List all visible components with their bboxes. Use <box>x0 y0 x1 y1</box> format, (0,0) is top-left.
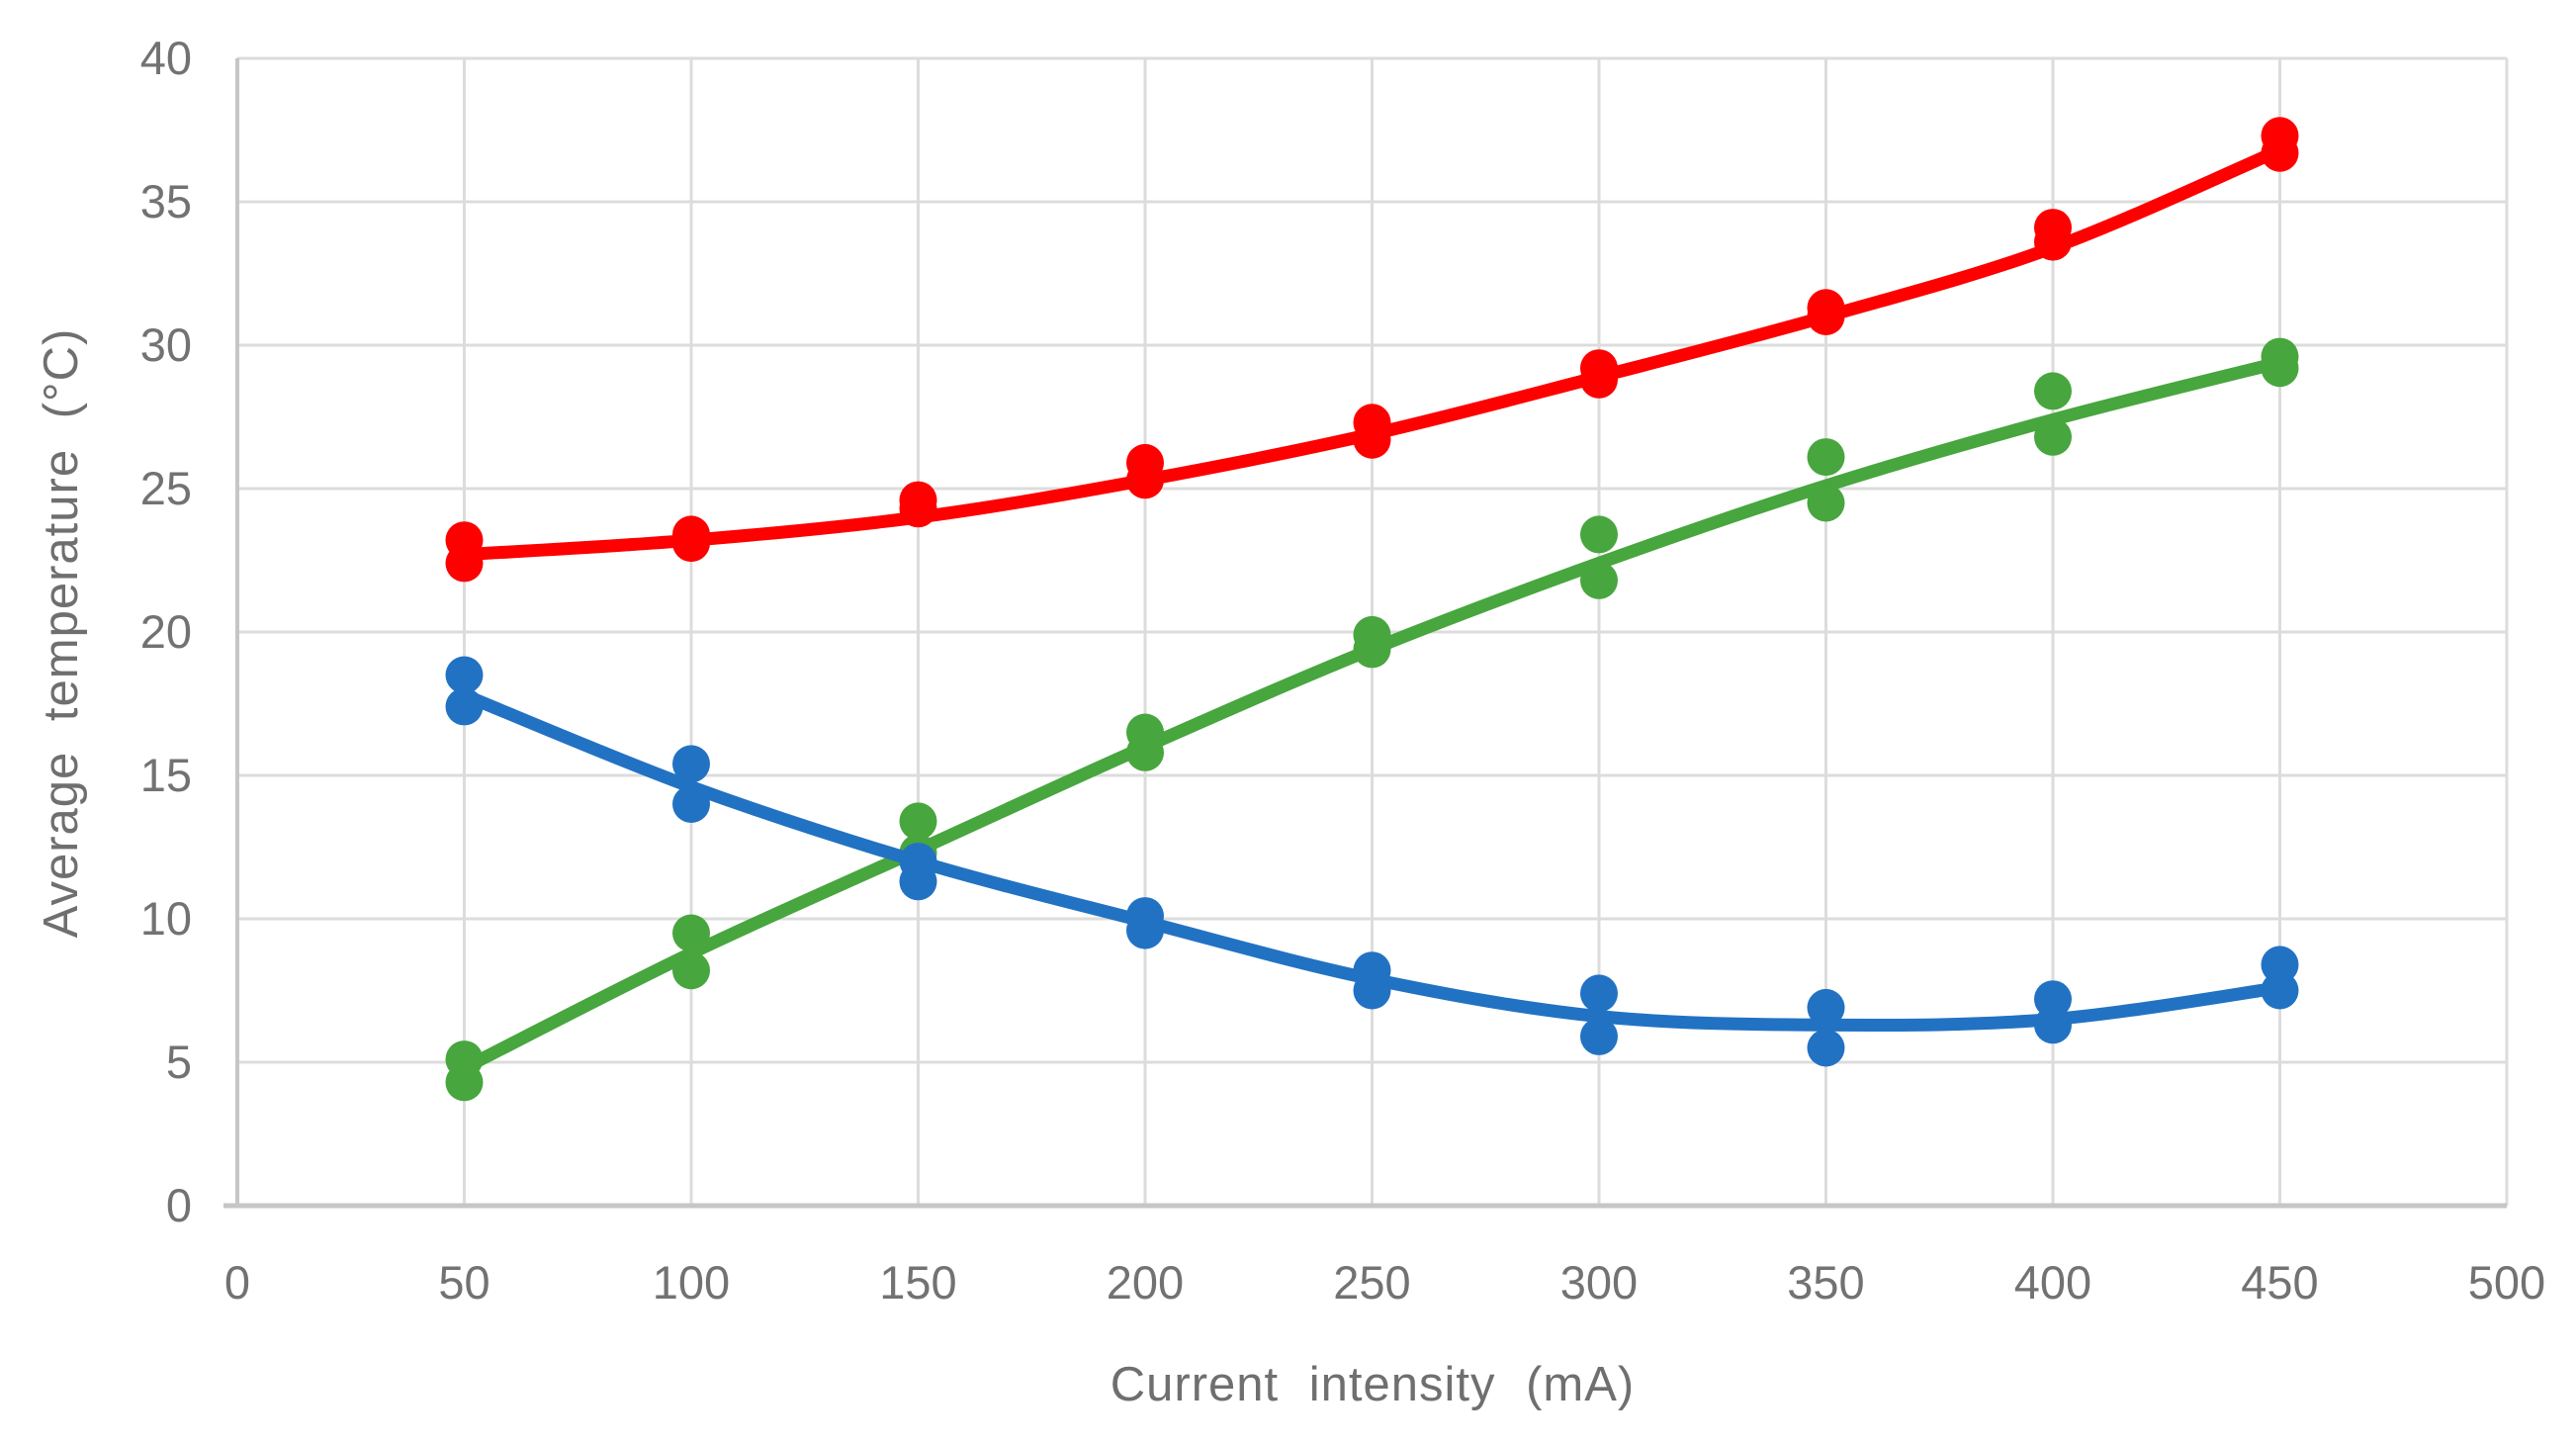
green-series-data-point <box>672 914 710 952</box>
blue-series-data-point <box>1807 988 1845 1027</box>
y-tick-label: 5 <box>166 1036 192 1088</box>
red-series-data-point <box>1807 298 1845 335</box>
green-series-data-point <box>2261 349 2299 388</box>
x-tick-label: 400 <box>2014 1256 2091 1309</box>
y-tick-label: 15 <box>140 749 192 801</box>
x-tick-label: 150 <box>879 1256 956 1309</box>
red-series-data-point <box>899 490 937 528</box>
blue-series-data-point <box>445 687 484 726</box>
y-tick-label: 10 <box>140 892 192 945</box>
blue-series-data-point <box>1580 974 1618 1013</box>
blue-series-data-point <box>672 745 710 783</box>
y-tick-label: 20 <box>140 605 192 658</box>
blue-series-data-point <box>2034 1006 2072 1044</box>
red-series-data-point <box>2261 134 2299 172</box>
blue-series-data-point <box>2034 980 2072 1019</box>
x-tick-label: 50 <box>438 1256 489 1309</box>
green-series-data-point <box>1126 733 1164 771</box>
x-axis-title: Current intensity (mA) <box>1110 1358 1636 1411</box>
y-tick-label: 25 <box>140 462 192 514</box>
red-series-data-point <box>1126 461 1164 499</box>
x-tick-label: 300 <box>1560 1256 1638 1309</box>
red-series-data-point <box>2034 223 2072 261</box>
blue-series-data-point <box>1807 1029 1845 1067</box>
blue-series-data-point <box>2261 971 2299 1010</box>
green-series-data-point <box>2034 372 2072 410</box>
green-series-data-point <box>1580 561 1618 599</box>
y-tick-label: 30 <box>140 318 192 371</box>
blue-series-data-point <box>2261 946 2299 984</box>
y-axis-title: Average temperature (°C) <box>35 327 88 939</box>
x-tick-label: 450 <box>2241 1256 2318 1309</box>
blue-series-data-point <box>1580 1017 1618 1055</box>
blue-series-data-point <box>672 785 710 823</box>
x-tick-label: 250 <box>1333 1256 1410 1309</box>
green-series-data-point <box>899 802 937 841</box>
y-tick-label: 40 <box>140 32 192 84</box>
x-tick-label: 100 <box>653 1256 730 1309</box>
red-series-data-point <box>672 524 710 563</box>
x-tick-label: 350 <box>1787 1256 1864 1309</box>
red-series-data-point <box>445 544 484 583</box>
red-series-data-point <box>1580 360 1618 399</box>
green-series-data-point <box>1353 630 1391 669</box>
blue-series-data-point <box>1353 971 1391 1010</box>
green-series-data-point <box>1807 438 1845 477</box>
green-series-data-point <box>2034 417 2072 456</box>
green-series-data-point <box>1580 515 1618 554</box>
blue-series-data-point <box>899 862 937 901</box>
x-tick-label: 200 <box>1107 1256 1184 1309</box>
x-tick-label: 500 <box>2468 1256 2545 1309</box>
y-tick-label: 0 <box>166 1179 192 1231</box>
blue-series-data-point <box>1126 911 1164 949</box>
green-series-data-point <box>1807 484 1845 522</box>
y-tick-label: 35 <box>140 175 192 227</box>
red-series-data-point <box>1353 420 1391 459</box>
green-series-data-point <box>672 951 710 990</box>
x-tick-label: 0 <box>224 1256 250 1309</box>
blue-series-data-point <box>445 656 484 694</box>
green-series-data-point <box>445 1063 484 1102</box>
